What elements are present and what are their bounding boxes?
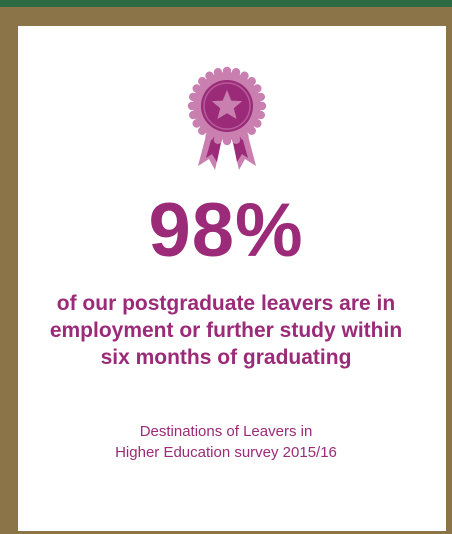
source-line-1: Destinations of Leavers in <box>139 423 313 440</box>
award-ribbon-icon <box>187 66 267 170</box>
star-icon <box>211 90 243 119</box>
source-line-2: Higher Education survey 2015/16 <box>115 444 337 461</box>
stat-statement: of our postgraduate leavers are in emplo… <box>49 292 403 369</box>
stat-value: 98% <box>148 188 304 273</box>
stat-source: Destinations of Leavers in Higher Educat… <box>60 421 392 463</box>
